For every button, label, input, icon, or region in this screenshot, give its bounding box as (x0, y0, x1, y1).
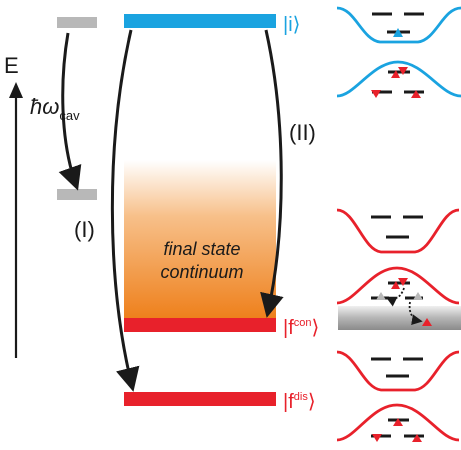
blue-inset-1 (336, 6, 461, 44)
red-inset-2 (336, 266, 461, 330)
pathway-1-label: (I) (74, 217, 95, 242)
pathway-2-label: (II) (289, 120, 316, 145)
cavity-upper-level (57, 17, 97, 28)
pathway-1-arrow (110, 29, 140, 392)
final-dis-label: |fdis⟩ (283, 391, 316, 413)
continuum-text-line1: final state (163, 239, 240, 259)
cavity-energy-label: ħωcav (30, 94, 80, 123)
final-con-label: |fcon⟩ (283, 317, 319, 339)
energy-axis-label: E (4, 53, 19, 78)
final-con-level (124, 318, 276, 332)
final-state-continuum (124, 160, 276, 320)
red-inset-3 (336, 350, 460, 392)
initial-state-label: |i⟩ (283, 14, 300, 36)
final-dis-level (124, 392, 276, 406)
initial-state-level (124, 14, 276, 28)
metal-surface (338, 306, 461, 330)
blue-inset-2 (336, 60, 461, 98)
pathway-2-arrow (260, 29, 284, 318)
spin-up-icon (393, 28, 403, 37)
cavity-arrow (58, 32, 82, 191)
continuum-text-line2: continuum (160, 262, 243, 282)
energy-axis: E (4, 53, 23, 358)
red-inset-1 (336, 208, 460, 254)
cavity-lower-level (57, 189, 97, 200)
transfer-arrow-left (385, 287, 405, 307)
red-inset-4 (336, 403, 460, 442)
